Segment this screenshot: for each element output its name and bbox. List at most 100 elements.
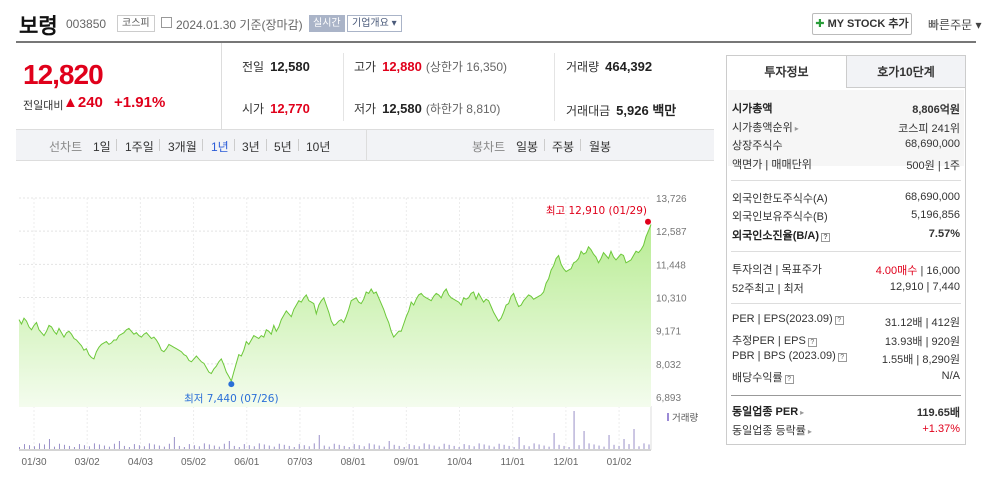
volume-bar xyxy=(633,429,635,449)
candle-tab-daily[interactable]: 일봉 xyxy=(516,140,539,154)
x-tick-label: 01/30 xyxy=(21,457,46,468)
volume-bar xyxy=(73,447,75,449)
volume-bar xyxy=(628,444,630,449)
volume-bar xyxy=(173,437,175,449)
volume-bar xyxy=(273,446,275,449)
volume-bar xyxy=(198,446,200,449)
volume-bar xyxy=(583,431,585,449)
volume-bar xyxy=(538,444,540,449)
volume-bar xyxy=(193,445,195,449)
volume-bar xyxy=(593,444,595,449)
y-tick-label: 9,171 xyxy=(656,327,681,338)
quote-prev: 전일 12,580 xyxy=(242,59,310,74)
period-tab-1y[interactable]: 1년 xyxy=(211,140,229,154)
period-tab-10y[interactable]: 10년 xyxy=(306,140,331,154)
quote-amount: 거래대금 5,926 백만 xyxy=(566,103,677,118)
tab-separator xyxy=(234,139,235,151)
period-tab-3y[interactable]: 3년 xyxy=(242,140,260,154)
tab-separator xyxy=(580,139,581,151)
volume-bar xyxy=(178,445,180,449)
y-tick-label: 8,032 xyxy=(656,360,681,371)
help-icon[interactable]: ? xyxy=(821,233,830,242)
tab-hoga-10[interactable]: 호가10단계 xyxy=(847,56,965,88)
candle-tab-weekly[interactable]: 주봉 xyxy=(552,140,575,154)
candle-tab-monthly[interactable]: 월봉 xyxy=(589,140,612,154)
market-cap-row: 시가총액 8,806억원 xyxy=(732,103,960,116)
volume-bar xyxy=(148,443,150,449)
change-label: 전일대비 xyxy=(23,100,64,112)
tab-separator xyxy=(116,139,117,151)
volume-bar xyxy=(243,444,245,449)
company-summary-button[interactable]: 기업개요 ▾ xyxy=(347,15,402,32)
volume-bar xyxy=(498,443,500,449)
period-tab-1w[interactable]: 1주일 xyxy=(125,140,154,154)
x-tick-label: 11/01 xyxy=(501,457,526,468)
same-industry-rate-row[interactable]: 동일업종 등락률 ▸ +1.37% xyxy=(732,423,960,437)
x-tick-label: 05/02 xyxy=(181,457,206,468)
volume-bar xyxy=(343,445,345,449)
volume-bar xyxy=(638,446,640,449)
max-marker xyxy=(645,218,651,225)
realtime-button[interactable]: 실시간 xyxy=(309,15,345,32)
chevron-right-icon: ▸ xyxy=(794,124,799,133)
volume-bar xyxy=(558,444,560,449)
volume-bar xyxy=(508,445,510,449)
period-tab-1d[interactable]: 1일 xyxy=(93,140,111,154)
same-industry-per-row[interactable]: 동일업종 PER ▸ 119.65배 xyxy=(732,406,960,419)
volume-bar xyxy=(213,445,215,449)
foreign-hold-row: 외국인보유주식수(B) 5,196,856 xyxy=(732,209,960,223)
volume-bar xyxy=(253,446,255,449)
period-tab-3m[interactable]: 3개월 xyxy=(168,140,197,154)
quote-open: 시가 12,770 xyxy=(242,101,310,116)
help-icon[interactable]: ? xyxy=(834,316,844,325)
period-tab-5y[interactable]: 5년 xyxy=(274,140,292,154)
volume-bar xyxy=(348,447,350,449)
my-stock-add-button[interactable]: ✚ MY STOCK 추가 xyxy=(812,13,912,35)
help-icon[interactable]: ? xyxy=(837,353,847,362)
volume-bar xyxy=(573,411,575,449)
volume-bar xyxy=(293,447,295,449)
volume-bar xyxy=(143,446,145,449)
quick-order-button[interactable]: 빠른주문 ▾ xyxy=(928,18,982,32)
volume-bar xyxy=(518,437,520,449)
volume-bar xyxy=(328,446,330,449)
volume-bar xyxy=(168,443,170,449)
volume-bar xyxy=(263,444,265,449)
tab-separator xyxy=(544,139,545,151)
volume-bar xyxy=(333,443,335,449)
tab-invest-info[interactable]: 투자정보 xyxy=(727,56,847,88)
current-price: 12,820 xyxy=(23,59,104,90)
price-change: ▲240 xyxy=(63,94,103,111)
help-icon[interactable]: ? xyxy=(807,338,817,347)
volume-bar xyxy=(248,445,250,449)
tab-separator xyxy=(298,139,299,151)
volume-bar xyxy=(183,447,185,449)
volume-bar xyxy=(238,447,240,449)
volume-bar xyxy=(203,443,205,449)
volume-bar xyxy=(118,441,120,449)
volume-bar xyxy=(78,444,80,449)
help-icon[interactable]: ? xyxy=(784,375,794,384)
volume-bar xyxy=(408,444,410,449)
volume-bar xyxy=(413,445,415,449)
volume-bar xyxy=(258,443,260,449)
volume-bar xyxy=(113,443,115,449)
volume-bar xyxy=(363,446,365,449)
cap-rank-row[interactable]: 시가총액순위 ▸ 코스피 241위 xyxy=(732,122,960,135)
x-tick-label: 08/01 xyxy=(341,457,366,468)
price-chart[interactable]: 13,726 12,587 11,448 10,310 9,171 8,032 6,893 0… xyxy=(16,162,714,489)
volume-bar xyxy=(388,441,390,449)
volume-bar xyxy=(393,444,395,449)
volume-bar xyxy=(323,445,325,449)
volume-bar xyxy=(623,439,625,449)
volume-bar xyxy=(133,444,135,449)
volume-bar xyxy=(528,446,530,449)
volume-bar xyxy=(463,444,465,449)
quote-divider xyxy=(554,53,555,121)
volume-bar xyxy=(108,446,110,449)
x-tick-label: 12/01 xyxy=(553,457,578,468)
volume-bar xyxy=(83,445,85,449)
divider xyxy=(731,303,961,304)
volume-bar xyxy=(478,443,480,449)
volume-bar xyxy=(313,443,315,449)
